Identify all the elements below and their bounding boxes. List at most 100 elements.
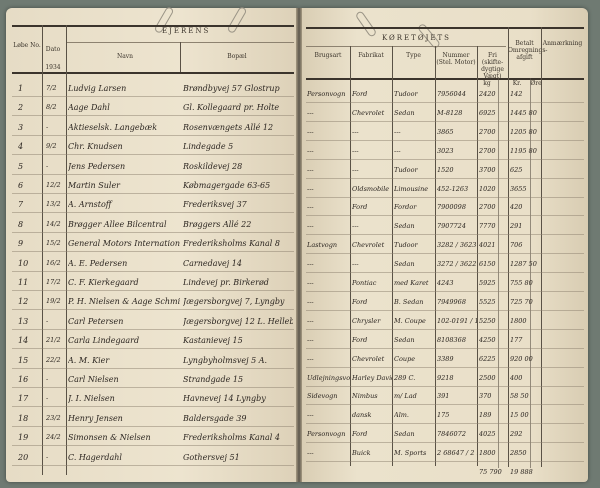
row-number: 16 <box>18 375 29 384</box>
vehicle-use: --- <box>307 108 314 117</box>
row-rule <box>306 196 584 198</box>
fee-paid: 58 50 <box>510 392 529 401</box>
row-rule <box>306 291 584 292</box>
vehicle-type: Sedan <box>394 335 415 344</box>
column-divider <box>508 27 509 467</box>
vehicle-weight: 2500 <box>479 373 496 382</box>
owner-address: Frederiksholms Kanal 4 <box>183 433 280 443</box>
vehicle-make: --- <box>352 165 359 174</box>
row-date: 24/2 <box>46 433 61 442</box>
vehicle-type: Tudoor <box>394 90 418 98</box>
header-rule <box>306 46 506 47</box>
row-number: 9 <box>18 239 24 249</box>
row-rule <box>12 290 294 291</box>
vehicle-use: Udlejningsvogn <box>307 373 350 382</box>
row-rule <box>306 102 584 103</box>
column-divider <box>180 42 181 72</box>
row-number: 6 <box>18 181 24 190</box>
fee-paid: 1205 80 <box>510 127 537 136</box>
row-rule <box>12 367 294 369</box>
row-date: 7/2 <box>46 84 57 92</box>
row-rule <box>12 464 294 466</box>
vehicle-type: B. Sedan <box>394 297 424 306</box>
vehicle-use: --- <box>307 127 314 136</box>
owner-address: Roskildevej 28 <box>183 161 243 171</box>
row-rule <box>306 120 584 122</box>
fee-paid: 2850 <box>510 449 527 458</box>
owner-address: Carnedavej 14 <box>183 258 242 268</box>
row-date: - <box>46 316 49 325</box>
owner-address: Lyngbyholmsvej 5 A. <box>183 355 268 365</box>
owner-address: Baldersgade 39 <box>183 413 247 423</box>
vehicle-number: 8108368 <box>437 335 466 344</box>
column-header-date: Dato <box>45 46 61 53</box>
row-rule <box>306 366 584 368</box>
vehicle-number: 7956044 <box>437 90 466 98</box>
vehicle-type: Alm. <box>394 411 410 420</box>
row-rule <box>306 328 584 330</box>
row-number: 4 <box>18 142 24 152</box>
fee-paid: 420 <box>510 203 523 212</box>
vehicle-use: --- <box>307 316 314 325</box>
owner-name: A. Arnstoff <box>68 200 112 210</box>
row-number: 1 <box>18 84 24 93</box>
owner-address: Jægersborgvej 12 L. Hellebæk <box>183 316 293 326</box>
row-number: 3 <box>18 122 24 132</box>
row-date: 21/2 <box>46 336 61 345</box>
vehicle-number: 102-0191 / 1009792 <box>437 316 477 325</box>
row-date: - <box>46 375 49 383</box>
row-rule <box>12 328 294 330</box>
row-rule <box>306 158 584 160</box>
owner-name: Henry Jensen <box>68 413 123 423</box>
row-rule <box>12 445 294 447</box>
row-number: 17 <box>18 394 29 404</box>
vehicle-number: 3865 <box>437 127 454 136</box>
vehicle-use: --- <box>307 165 314 174</box>
vehicle-use: --- <box>307 203 314 212</box>
column-header-fee: Betalt Omregnings-afgift <box>508 40 548 61</box>
vehicle-weight: 5250 <box>479 316 496 325</box>
vehicle-number: M-8128 <box>437 108 463 117</box>
fee-paid: 3655 <box>510 184 527 193</box>
owner-name: A. M. Kier <box>68 355 110 365</box>
fee-paid: 1800 <box>510 316 527 325</box>
owner-name: Chr. Knudsen <box>68 142 123 152</box>
vehicle-type: Sedan <box>394 222 415 231</box>
vehicle-number: 7949968 <box>437 297 466 306</box>
row-rule <box>12 425 294 427</box>
owner-address: Gothersvej 51 <box>183 452 240 462</box>
owner-address: Brøndbyvej 57 Glostrup <box>183 84 280 93</box>
row-date: - <box>46 161 49 170</box>
vehicle-number: 3282 / 3623 <box>437 241 477 250</box>
row-rule <box>12 96 294 97</box>
fee-paid: 1445 80 <box>510 108 537 117</box>
row-date: 15/2 <box>46 239 61 248</box>
owner-name: General Motors International <box>68 239 180 249</box>
owner-name: Carl Petersen <box>68 316 124 326</box>
owner-address: Købmagergade 63-65 <box>183 181 271 190</box>
owner-name: Carl Nielsen <box>68 375 119 384</box>
section-title: EJERENS <box>162 27 211 35</box>
vehicle-weight: 2700 <box>479 127 496 136</box>
row-rule <box>12 193 294 194</box>
fee-paid: 292 <box>510 430 523 439</box>
owner-address: Jægersborgvej 7, Lyngby <box>183 297 285 307</box>
vehicle-weight: 1020 <box>479 184 496 193</box>
vehicle-make: Chrysler <box>352 316 381 325</box>
vehicle-number: 391 <box>437 392 450 401</box>
owner-address: Strandgade 15 <box>183 375 244 384</box>
owner-address: Lindegade 5 <box>183 142 234 152</box>
column-divider <box>66 25 67 475</box>
vehicle-use: --- <box>307 222 314 231</box>
vehicle-make: dansk <box>352 411 372 420</box>
row-number: 10 <box>18 258 29 268</box>
owner-name: Carla Lindegaard <box>68 336 140 346</box>
header-rule <box>12 25 294 27</box>
vehicle-make: Chevrolet <box>352 241 385 250</box>
row-number: 11 <box>18 278 29 287</box>
vehicle-type: M. Coupe <box>394 316 426 325</box>
owner-address: Havnevej 14 Lyngby <box>183 394 266 404</box>
row-number: 14 <box>18 336 29 346</box>
vehicle-use: Sidevogn <box>307 392 338 401</box>
vehicle-type: med Karet <box>394 279 429 287</box>
